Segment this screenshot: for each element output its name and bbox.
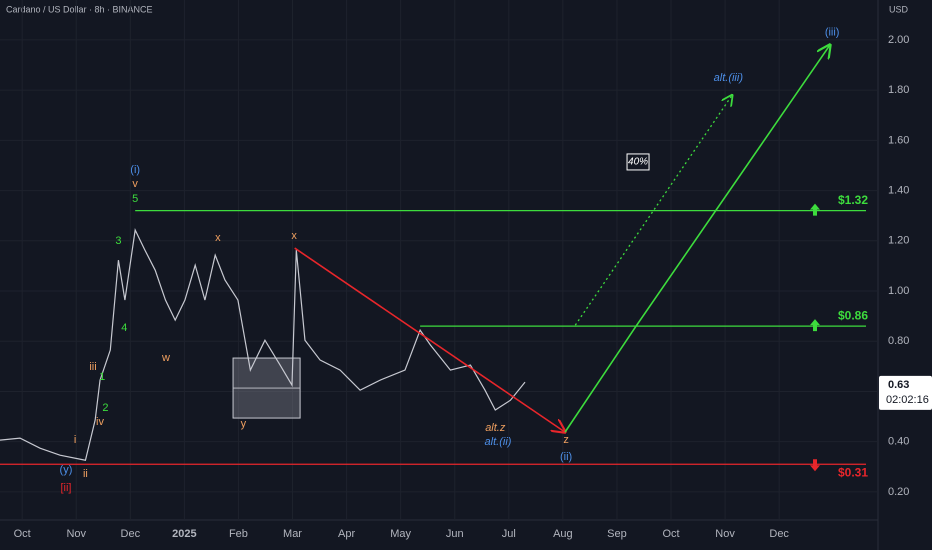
wave-arrow [294,247,565,432]
wave-label: 4 [121,322,127,334]
x-tick-label: Nov [715,528,735,540]
price-tag-label: 0.63 [888,379,909,391]
wave-label: alt.(iii) [714,72,744,84]
wave-label: 5 [132,193,138,205]
wave-label: 2 [102,402,108,414]
x-tick-label: Jun [446,528,464,540]
target-arrow [810,203,820,216]
price-tag-countdown: 02:02:16 [886,394,929,406]
y-tick-label: 1.80 [888,84,909,96]
wave-label: i [74,434,76,446]
wave-label: x [291,230,297,242]
target-label: $0.31 [838,465,868,479]
wave-label: 1 [99,371,105,383]
y-tick-label: 0.20 [888,486,909,498]
x-tick-label: Dec [121,528,141,540]
y-tick-label: 1.00 [888,285,909,297]
x-tick-label: Dec [769,528,789,540]
wave-arrow [564,45,830,433]
target-arrow [810,319,820,332]
probability-box [626,153,650,171]
wave-label: v [132,178,138,190]
wave-label: w [161,352,170,364]
wave-label: iv [96,416,104,428]
x-tick-label: 2025 [172,528,196,540]
wave-label: x [215,232,221,244]
x-tick-label: Oct [14,528,31,540]
price-tag [879,375,932,410]
wave-label: 3 [115,235,121,247]
x-tick-label: Nov [66,528,86,540]
wave-label: (iii) [825,26,840,38]
wave-label: (i) [130,164,140,176]
wave-arrow [574,95,732,326]
x-tick-label: Mar [283,528,302,540]
x-tick-label: Aug [553,528,573,540]
target-arrow [810,459,820,472]
chart-title: Cardano / US Dollar · 8h · BINANCE [6,4,153,14]
target-label: $0.86 [838,308,868,322]
y-tick-label: 1.40 [888,184,909,196]
probability-label: 40% [628,157,648,168]
x-tick-label: Jul [502,528,516,540]
wave-label: z [563,434,569,446]
y-tick-label: 1.60 [888,134,909,146]
wave-label: (y) [60,464,73,476]
wave-label: y [241,418,247,430]
x-tick-label: Apr [338,528,355,540]
x-tick-label: Oct [662,528,679,540]
x-tick-label: Feb [229,528,248,540]
x-tick-label: Sep [607,528,627,540]
wave-label: [ii] [60,482,71,494]
wave-label: ii [83,468,88,480]
wave-label: (ii) [560,451,572,463]
wave-label: alt.z [485,422,506,434]
x-tick-label: May [390,528,411,540]
y-tick-label: 1.20 [888,235,909,247]
target-label: $1.32 [838,193,868,207]
wave-label: iii [89,361,96,373]
y-tick-label: 2.00 [888,34,909,46]
y-tick-label: 0.80 [888,335,909,347]
y-tick-label: 0.40 [888,436,909,448]
wave-label: alt.(ii) [485,436,512,448]
currency: USD [889,4,909,14]
